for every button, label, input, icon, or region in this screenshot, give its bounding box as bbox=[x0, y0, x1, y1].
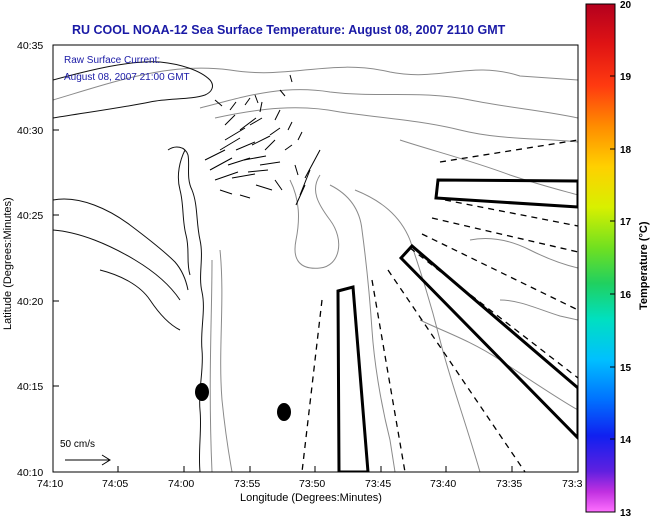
annotation-line-1: Raw Surface Current: bbox=[64, 55, 160, 66]
surface-current-vectors bbox=[204, 74, 321, 206]
x-axis bbox=[52, 466, 513, 472]
radial-dashed-lines bbox=[301, 139, 578, 472]
colorbar-label: Temperature (°C) bbox=[638, 221, 650, 310]
x-tick-label: 73:40 bbox=[430, 478, 456, 490]
y-tick-label: 40:25 bbox=[17, 210, 43, 222]
y-tick-label: 40:20 bbox=[17, 296, 43, 308]
colorbar-tick-label: 15 bbox=[620, 363, 632, 374]
sampling-box-3 bbox=[336, 285, 370, 472]
sampling-box-2 bbox=[398, 243, 578, 441]
annotation-line-2: August 08, 2007 21:00 GMT bbox=[64, 72, 190, 83]
colorbar-tick-label: 17 bbox=[620, 217, 632, 228]
map-title: RU COOL NOAA-12 Sea Surface Temperature:… bbox=[72, 23, 506, 37]
colorbar-tick-label: 18 bbox=[620, 145, 632, 156]
map-plot-area: 50 cm/s Raw Surface Current: August 08, … bbox=[53, 45, 578, 472]
scale-arrow bbox=[65, 454, 111, 466]
sampling-box-1 bbox=[434, 178, 578, 209]
buoy-marker-1 bbox=[195, 383, 209, 401]
y-tick-labels: 40:35 40:30 40:25 40:20 40:15 40:10 bbox=[17, 40, 43, 479]
colorbar-tick-label: 19 bbox=[620, 72, 632, 83]
x-tick-label: 73:55 bbox=[234, 478, 260, 490]
x-tick-label: 73:35 bbox=[496, 478, 522, 490]
x-tick-labels: 74:10 74:05 74:00 73:55 73:50 73:45 73:4… bbox=[37, 478, 583, 490]
y-tick-label: 40:10 bbox=[17, 467, 43, 479]
x-axis-label: Longitude (Degrees:Minutes) bbox=[240, 492, 382, 504]
x-tick-label: 73:3 bbox=[562, 478, 583, 490]
y-tick-label: 40:35 bbox=[17, 40, 43, 52]
x-tick-label: 73:45 bbox=[365, 478, 391, 490]
buoy-marker-2 bbox=[277, 403, 291, 421]
x-tick-label: 74:10 bbox=[37, 478, 63, 490]
colorbar-tick-label: 20 bbox=[620, 0, 632, 11]
x-tick-label: 74:00 bbox=[168, 478, 194, 490]
colorbar-tick-label: 16 bbox=[620, 290, 632, 301]
x-tick-label: 73:50 bbox=[299, 478, 325, 490]
y-axis bbox=[53, 129, 59, 387]
y-axis-label: Latitude (Degrees:Minutes) bbox=[2, 197, 14, 330]
coastline bbox=[53, 61, 213, 472]
bathymetry-contours bbox=[53, 66, 578, 472]
temperature-colorbar: 20 19 18 17 16 15 14 13 Temperature (°C) bbox=[585, 0, 650, 518]
y-tick-label: 40:15 bbox=[17, 381, 43, 393]
colorbar-tick-label: 14 bbox=[620, 435, 632, 446]
sampling-regions bbox=[336, 178, 578, 472]
scale-label: 50 cm/s bbox=[60, 439, 95, 450]
x-tick-label: 74:05 bbox=[102, 478, 128, 490]
y-tick-label: 40:30 bbox=[17, 125, 43, 137]
colorbar-tick-label: 13 bbox=[620, 508, 632, 518]
